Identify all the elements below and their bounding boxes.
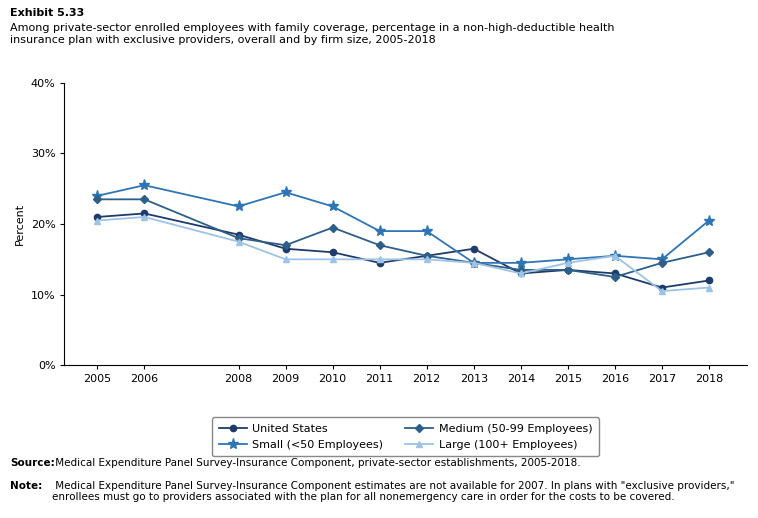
Y-axis label: Percent: Percent (15, 203, 25, 245)
Text: Medical Expenditure Panel Survey-Insurance Component, private-sector establishme: Medical Expenditure Panel Survey-Insuran… (52, 458, 580, 468)
Text: Medical Expenditure Panel Survey-Insurance Component estimates are not available: Medical Expenditure Panel Survey-Insuran… (52, 481, 734, 502)
Text: Among private-sector enrolled employees with family coverage, percentage in a no: Among private-sector enrolled employees … (10, 23, 614, 45)
Text: Source:: Source: (10, 458, 55, 468)
Text: Note:: Note: (10, 481, 42, 491)
Legend: United States, Small (<50 Employees), Medium (50-99 Employees), Large (100+ Empl: United States, Small (<50 Employees), Me… (212, 418, 599, 456)
Text: Exhibit 5.33: Exhibit 5.33 (10, 8, 84, 18)
